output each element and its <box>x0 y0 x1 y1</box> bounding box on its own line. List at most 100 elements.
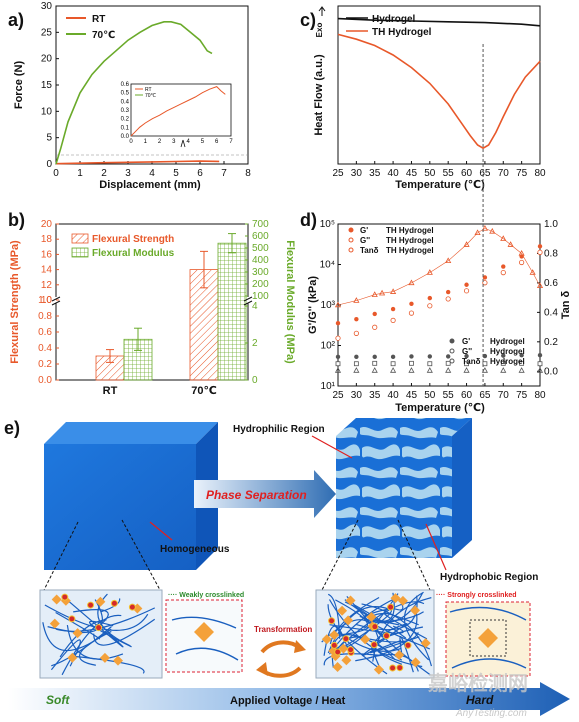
y-right-tick-label: 700 <box>252 219 269 230</box>
ion-particle <box>371 623 379 631</box>
legend-symbol: Tanδ <box>462 357 481 366</box>
x-tick-label: 60 <box>461 168 473 179</box>
inset-x-tick: 6 <box>215 139 219 145</box>
legend-th-hydrogel-label: TH Hydrogel <box>372 27 432 38</box>
series-g-th-hydrogel <box>335 249 543 341</box>
y-right-tick-label: 0.0 <box>544 366 558 377</box>
x-tick-label: 55 <box>443 390 455 401</box>
hydrophilic-label: Hydrophilic Region <box>233 424 325 435</box>
zoom-crosslink-node-strong <box>478 628 498 648</box>
data-point <box>464 361 469 367</box>
data-point <box>464 353 469 359</box>
crosslink-zoom-detail <box>171 606 527 669</box>
strongly-crosslinked-label: ···· Strongly crosslinked <box>436 592 517 599</box>
series-tan-hydrogel <box>334 367 544 373</box>
x-tick-label: 65 <box>479 390 491 401</box>
ion-particle <box>68 615 76 623</box>
zoom-crosslink-node <box>194 622 214 642</box>
data-point <box>507 241 514 247</box>
data-point <box>335 354 341 360</box>
x-tick-label: 2 <box>101 168 107 179</box>
data-point <box>335 361 341 367</box>
x-tick-label: 6 <box>197 168 203 179</box>
category-label: RT <box>103 385 118 397</box>
data-point <box>426 367 433 373</box>
chart-a-inset-frame <box>130 83 232 137</box>
crosslink-node <box>420 638 431 649</box>
ion-particle <box>95 624 103 632</box>
ion-particle <box>342 635 350 643</box>
data-point <box>501 353 506 358</box>
crosslink-node <box>51 594 62 605</box>
y-right-tick-label: 300 <box>252 267 269 278</box>
phase-separation-label: Phase Separation <box>206 488 307 502</box>
data-point <box>372 324 378 330</box>
y-left-tick-label: 18 <box>41 234 53 245</box>
inset-x-tick: 3 <box>172 139 176 145</box>
y-right-tick-label: 4 <box>252 301 258 312</box>
polymer-strand <box>73 609 109 630</box>
y-tick-label: 25 <box>41 27 53 38</box>
legend-rt-label: RT <box>92 14 105 25</box>
data-point <box>537 353 543 358</box>
zoom-strand <box>171 616 239 661</box>
data-point <box>390 317 396 323</box>
legend-label: TH Hydrogel <box>386 246 434 255</box>
chart-a-xlabel: Displacement (mm) <box>99 179 201 191</box>
chart-a: Displacement (mm) Force (N) 0 1 2 3 4 5 6 7 8 0 5 1… <box>13 1 251 191</box>
schematic-e: Phase Separation Hydrophilic Region Homo… <box>8 418 570 719</box>
y-right-tick-label: 0.2 <box>544 337 558 348</box>
transformation-label: Transformation <box>254 625 312 634</box>
hard-cube-top <box>336 418 472 436</box>
polymer-strand <box>79 630 112 666</box>
legend-symbol: G' <box>360 226 368 235</box>
y-left-tick-label: 10¹ <box>321 381 336 392</box>
data-point <box>445 289 451 295</box>
polymer-strand <box>62 595 124 648</box>
crosslink-node <box>95 596 106 607</box>
soft-cube-top <box>44 422 218 444</box>
legend-strength-swatch <box>71 233 89 244</box>
series-g-hydrogel <box>335 353 543 360</box>
ion-particle <box>128 603 136 611</box>
chart-d-ylabel-left: G'/G'' (kPa) <box>307 276 319 334</box>
polymer-strand <box>89 620 132 648</box>
panel-label-c: c) <box>300 10 316 30</box>
data-point <box>372 311 377 317</box>
transform-arrowhead-2 <box>256 662 268 676</box>
data-point <box>426 269 433 275</box>
data-point <box>334 367 342 373</box>
chart-c-ylabel: Heat Flow (a.u.) <box>313 54 325 136</box>
data-point <box>501 264 506 269</box>
data-point <box>390 361 396 367</box>
legend-label: Hydrogel <box>490 357 525 366</box>
y-left-tick-label: 10⁴ <box>320 260 335 271</box>
polymer-strand <box>372 597 432 662</box>
data-point <box>390 354 396 360</box>
y-left-tick-label: 12 <box>41 280 53 291</box>
crosslink-node <box>72 628 83 639</box>
data-point <box>390 306 396 312</box>
category-label: 70℃ <box>191 385 217 397</box>
data-point <box>500 269 506 276</box>
data-point <box>519 353 524 358</box>
y-right-tick-label: 0.4 <box>544 307 558 318</box>
chart-d-ylabel-right: Tan δ <box>560 290 572 319</box>
polymer-strand <box>323 625 350 656</box>
data-point <box>390 288 397 294</box>
axis-break-right <box>243 296 253 306</box>
data-point <box>481 367 488 373</box>
x-tick-label: 3 <box>125 168 131 179</box>
polymer-strand <box>344 592 395 622</box>
data-point <box>335 321 341 326</box>
applied-voltage-arrow <box>8 682 570 716</box>
x-tick-label: 45 <box>406 168 418 179</box>
polymer-strand <box>93 618 156 646</box>
y-left-tick-label: 10⁵ <box>320 219 335 230</box>
ion-particle <box>87 601 95 609</box>
data-point <box>536 367 544 373</box>
chart-b-legend: Flexural Strength Flexural Modulus <box>71 233 175 259</box>
inset-x-tick: 2 <box>158 139 162 145</box>
legend-70c-label: 70℃ <box>92 30 115 41</box>
